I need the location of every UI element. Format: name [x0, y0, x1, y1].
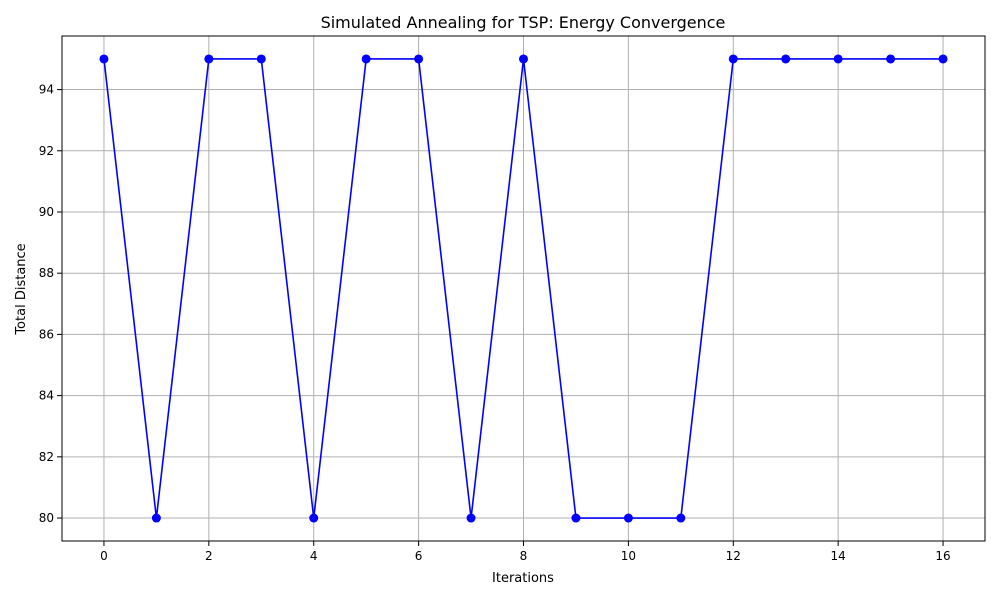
- data-point: [99, 54, 109, 64]
- data-point: [151, 513, 161, 523]
- y-tick-label: 84: [39, 389, 54, 403]
- data-point: [938, 54, 948, 64]
- x-tick-label: 6: [415, 549, 423, 563]
- x-tick-label: 12: [726, 549, 741, 563]
- x-tick-label: 14: [831, 549, 846, 563]
- data-point: [781, 54, 791, 64]
- data-point: [361, 54, 371, 64]
- y-tick-label: 86: [39, 327, 54, 341]
- axis-ticks: 0 2 4 6 8 10 12 14 16 80 82 84 86 88 90 92 94: [39, 83, 951, 563]
- y-axis-label: Total Distance: [14, 243, 29, 335]
- data-point: [886, 54, 896, 64]
- y-tick-label: 94: [39, 83, 54, 97]
- x-tick-label: 4: [310, 549, 318, 563]
- data-point: [466, 513, 476, 523]
- data-point: [571, 513, 581, 523]
- x-tick-label: 0: [100, 549, 108, 563]
- y-tick-label: 88: [39, 266, 54, 280]
- data-point: [309, 513, 319, 523]
- data-point: [623, 513, 633, 523]
- x-tick-label: 16: [935, 549, 950, 563]
- series-layer: [99, 54, 948, 523]
- y-tick-label: 80: [39, 511, 54, 525]
- data-point: [414, 54, 424, 64]
- y-tick-label: 82: [39, 450, 54, 464]
- y-tick-label: 90: [39, 205, 54, 219]
- y-tick-label: 92: [39, 144, 54, 158]
- x-axis-label: Iterations: [492, 571, 554, 586]
- data-point: [256, 54, 266, 64]
- data-point: [519, 54, 528, 64]
- data-point: [204, 54, 214, 64]
- x-tick-label: 8: [520, 549, 528, 563]
- x-tick-label: 10: [621, 549, 636, 563]
- data-point: [833, 54, 843, 64]
- data-point: [728, 54, 738, 64]
- chart-title: Simulated Annealing for TSP: Energy Conv…: [321, 13, 726, 32]
- grid: [62, 36, 985, 541]
- data-point: [676, 513, 686, 523]
- x-tick-label: 2: [205, 549, 213, 563]
